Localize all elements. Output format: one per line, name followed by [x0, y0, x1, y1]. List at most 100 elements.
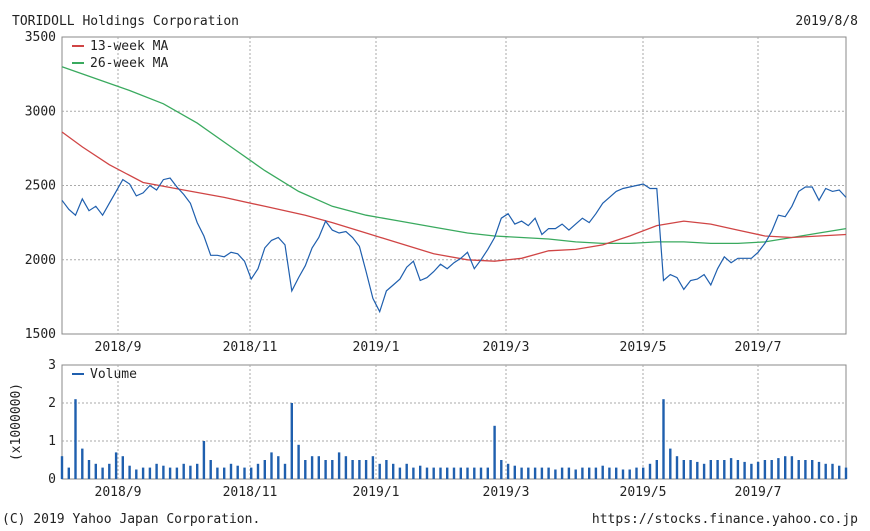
- volume-bar: [385, 460, 388, 479]
- volume-bar: [655, 460, 658, 479]
- legend-label-volume: Volume: [90, 367, 137, 382]
- volume-bar: [493, 425, 496, 479]
- volume-bar: [520, 467, 523, 479]
- volume-bar: [155, 463, 158, 479]
- volume-bar: [196, 463, 199, 479]
- volume-x-tick-label: 2018/11: [223, 485, 278, 500]
- copyright-text: (C) 2019 Yahoo Japan Corporation.: [2, 512, 261, 527]
- legend-label-ma26: 26-week MA: [90, 56, 168, 71]
- volume-bar: [337, 452, 341, 479]
- volume-bar: [128, 465, 131, 479]
- volume-y-tick-label: 0: [48, 472, 56, 487]
- volume-bar: [392, 463, 395, 479]
- volume-bar: [669, 448, 672, 479]
- price-x-tick-label: 2018/11: [223, 340, 278, 355]
- volume-bar: [817, 461, 821, 479]
- volume-bar: [736, 460, 740, 479]
- volume-bar: [270, 452, 273, 479]
- volume-bar: [358, 460, 361, 479]
- volume-bar: [473, 467, 476, 479]
- price-y-tick-label: 3500: [25, 30, 56, 45]
- volume-bar: [729, 458, 733, 479]
- volume-bar: [432, 467, 435, 479]
- volume-bar: [256, 463, 260, 479]
- price-x-tick-label: 2019/1: [353, 340, 400, 355]
- volume-bar: [344, 456, 348, 479]
- volume-bar: [642, 467, 645, 479]
- volume-y-tick-label: 2: [48, 396, 56, 411]
- volume-bar: [182, 463, 185, 479]
- volume-bar: [405, 463, 408, 479]
- volume-bar: [452, 467, 456, 479]
- volume-bar: [364, 460, 368, 479]
- volume-bar: [777, 458, 780, 479]
- volume-bar: [263, 460, 266, 479]
- volume-bar: [324, 460, 327, 479]
- volume-bar: [608, 467, 611, 479]
- volume-bar: [459, 467, 462, 479]
- volume-bar: [506, 463, 510, 479]
- volume-bar: [229, 463, 233, 479]
- volume-bar: [588, 467, 591, 479]
- volume-bar: [560, 467, 564, 479]
- volume-bar: [601, 465, 604, 479]
- volume-bar: [838, 465, 841, 479]
- volume-bar: [784, 456, 787, 479]
- volume-bar: [675, 456, 679, 479]
- price-x-tick-label: 2019/7: [735, 340, 782, 355]
- volume-bar: [310, 456, 314, 479]
- legend-label-ma13: 13-week MA: [90, 39, 168, 54]
- volume-bar: [479, 467, 483, 479]
- volume-bar: [723, 460, 726, 479]
- volume-bar: [317, 456, 320, 479]
- volume-bar: [351, 460, 354, 479]
- volume-bar: [574, 469, 577, 479]
- volume-bar: [141, 467, 145, 479]
- volume-bar: [60, 456, 64, 479]
- volume-bar: [121, 456, 124, 479]
- volume-bar: [243, 467, 246, 479]
- volume-bar: [425, 467, 429, 479]
- volume-bar: [168, 467, 172, 479]
- volume-bar: [513, 465, 516, 479]
- volume-bar: [709, 460, 712, 479]
- volume-bar: [74, 399, 77, 479]
- volume-bar: [114, 452, 118, 479]
- volume-bar: [547, 467, 550, 479]
- volume-bar: [648, 463, 652, 479]
- price-y-tick-label: 3000: [25, 104, 56, 119]
- volume-bar: [533, 467, 537, 479]
- price-y-tick-label: 1500: [25, 327, 56, 342]
- volume-plot-frame: [61, 364, 847, 480]
- volume-bar: [277, 456, 280, 479]
- volume-bar: [527, 467, 530, 479]
- volume-bar: [756, 461, 760, 479]
- volume-bar: [500, 460, 503, 479]
- volume-bar: [378, 463, 381, 479]
- volume-y-tick-label: 3: [48, 358, 56, 373]
- volume-bar: [540, 467, 544, 479]
- volume-bar: [189, 465, 192, 479]
- volume-bar: [108, 463, 111, 479]
- volume-bar: [175, 467, 179, 479]
- volume-bar: [216, 467, 219, 479]
- volume-bar: [223, 467, 226, 479]
- volume-bar: [689, 460, 692, 479]
- volume-bar: [304, 460, 307, 479]
- volume-x-tick-label: 2018/9: [95, 485, 142, 500]
- volume-x-tick-label: 2019/3: [483, 485, 530, 500]
- price-y-tick-label: 2500: [25, 179, 56, 194]
- volume-y-tick-label: 1: [48, 434, 56, 449]
- volume-bar: [162, 465, 165, 479]
- volume-bar: [446, 467, 449, 479]
- source-url[interactable]: https://stocks.finance.yahoo.co.jp: [591, 512, 858, 527]
- volume-bar: [297, 444, 300, 479]
- volume-bar: [716, 460, 719, 479]
- volume-bar: [554, 469, 557, 479]
- volume-bar: [236, 465, 239, 479]
- volume-bar: [67, 467, 70, 479]
- volume-bar: [87, 460, 91, 479]
- volume-bar: [811, 460, 814, 479]
- volume-bar: [94, 463, 97, 479]
